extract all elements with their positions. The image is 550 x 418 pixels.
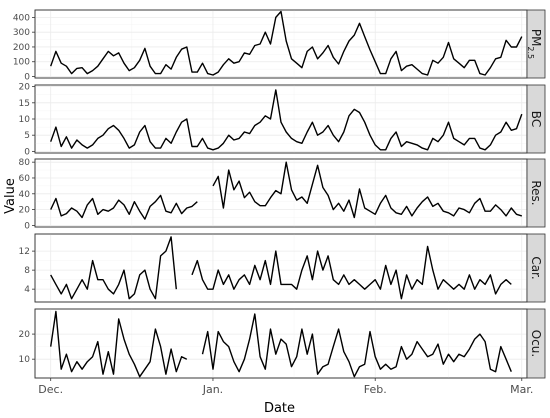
facet-strip-label: Res. — [529, 180, 543, 205]
x-tick-label: Dec. — [38, 383, 63, 396]
panel-background — [34, 9, 528, 79]
panel-background — [34, 308, 528, 379]
y-tick-label: 100 — [13, 58, 30, 68]
x-axis: Dec. Jan. Feb. Mar. — [38, 378, 533, 396]
facet-strip-label: Ocu. — [529, 330, 543, 357]
x-tick-label: Jan. — [202, 383, 223, 396]
y-tick-label: 10 — [19, 115, 31, 125]
panel-0: 0 100 200 300 400 PM2.5 — [13, 9, 546, 83]
y-tick-label: 60 — [19, 174, 31, 184]
series-line-1 — [50, 89, 523, 151]
panel-2: 0 20 40 60 80 Res. — [19, 158, 546, 231]
y-tick-label: 8 — [24, 266, 30, 276]
facet-label-sub: 2.5 — [526, 46, 535, 59]
y-tick-label: 0 — [24, 147, 30, 157]
facet-strip — [526, 84, 546, 154]
y-tick-label: 20 — [19, 206, 31, 216]
x-tick-label: Feb. — [364, 383, 387, 396]
y-tick-label: 12 — [19, 247, 30, 257]
facet-label-main: PM — [529, 29, 543, 47]
series-line-4 — [50, 310, 512, 378]
y-axis-title: Value — [3, 178, 18, 214]
facet-strip — [526, 9, 546, 79]
y-tick-label: 4 — [24, 285, 30, 295]
panel-1: 0 5 10 15 20 BC — [19, 83, 546, 157]
facet-strip — [526, 308, 546, 379]
y-tick-label: 20 — [19, 330, 31, 340]
y-tick-label: 10 — [19, 355, 31, 365]
panel-background — [34, 233, 528, 303]
y-tick-label: 200 — [13, 43, 30, 53]
panels: 0100200300400PM2.505101520BC020406080Res… — [13, 9, 546, 379]
y-tick-label: 20 — [19, 83, 31, 93]
series-line-2 — [50, 161, 523, 220]
y-tick-label: 300 — [13, 28, 30, 38]
y-tick-label: 15 — [19, 99, 30, 109]
x-tick-label: Mar. — [510, 383, 533, 396]
y-tick-label: 5 — [24, 131, 30, 141]
y-tick-label: 0 — [24, 73, 30, 83]
series-line-0 — [50, 10, 523, 76]
x-axis-title: Date — [264, 401, 295, 416]
y-tick-label: 400 — [13, 13, 30, 23]
series-line-3 — [50, 236, 512, 300]
panel-3: 4 8 12 Car. — [19, 233, 546, 303]
facet-strip — [526, 233, 546, 303]
y-tick-label: 40 — [19, 190, 31, 200]
y-tick-label: 0 — [24, 221, 30, 231]
facet-strip — [526, 158, 546, 228]
panel-4: 10 20 Ocu. — [19, 308, 546, 379]
y-tick-label: 80 — [19, 158, 31, 168]
facet-strip-label: PM2.5 — [526, 29, 543, 59]
facet-strip-label: BC — [529, 111, 543, 127]
facet-strip-label: Car. — [529, 256, 543, 279]
